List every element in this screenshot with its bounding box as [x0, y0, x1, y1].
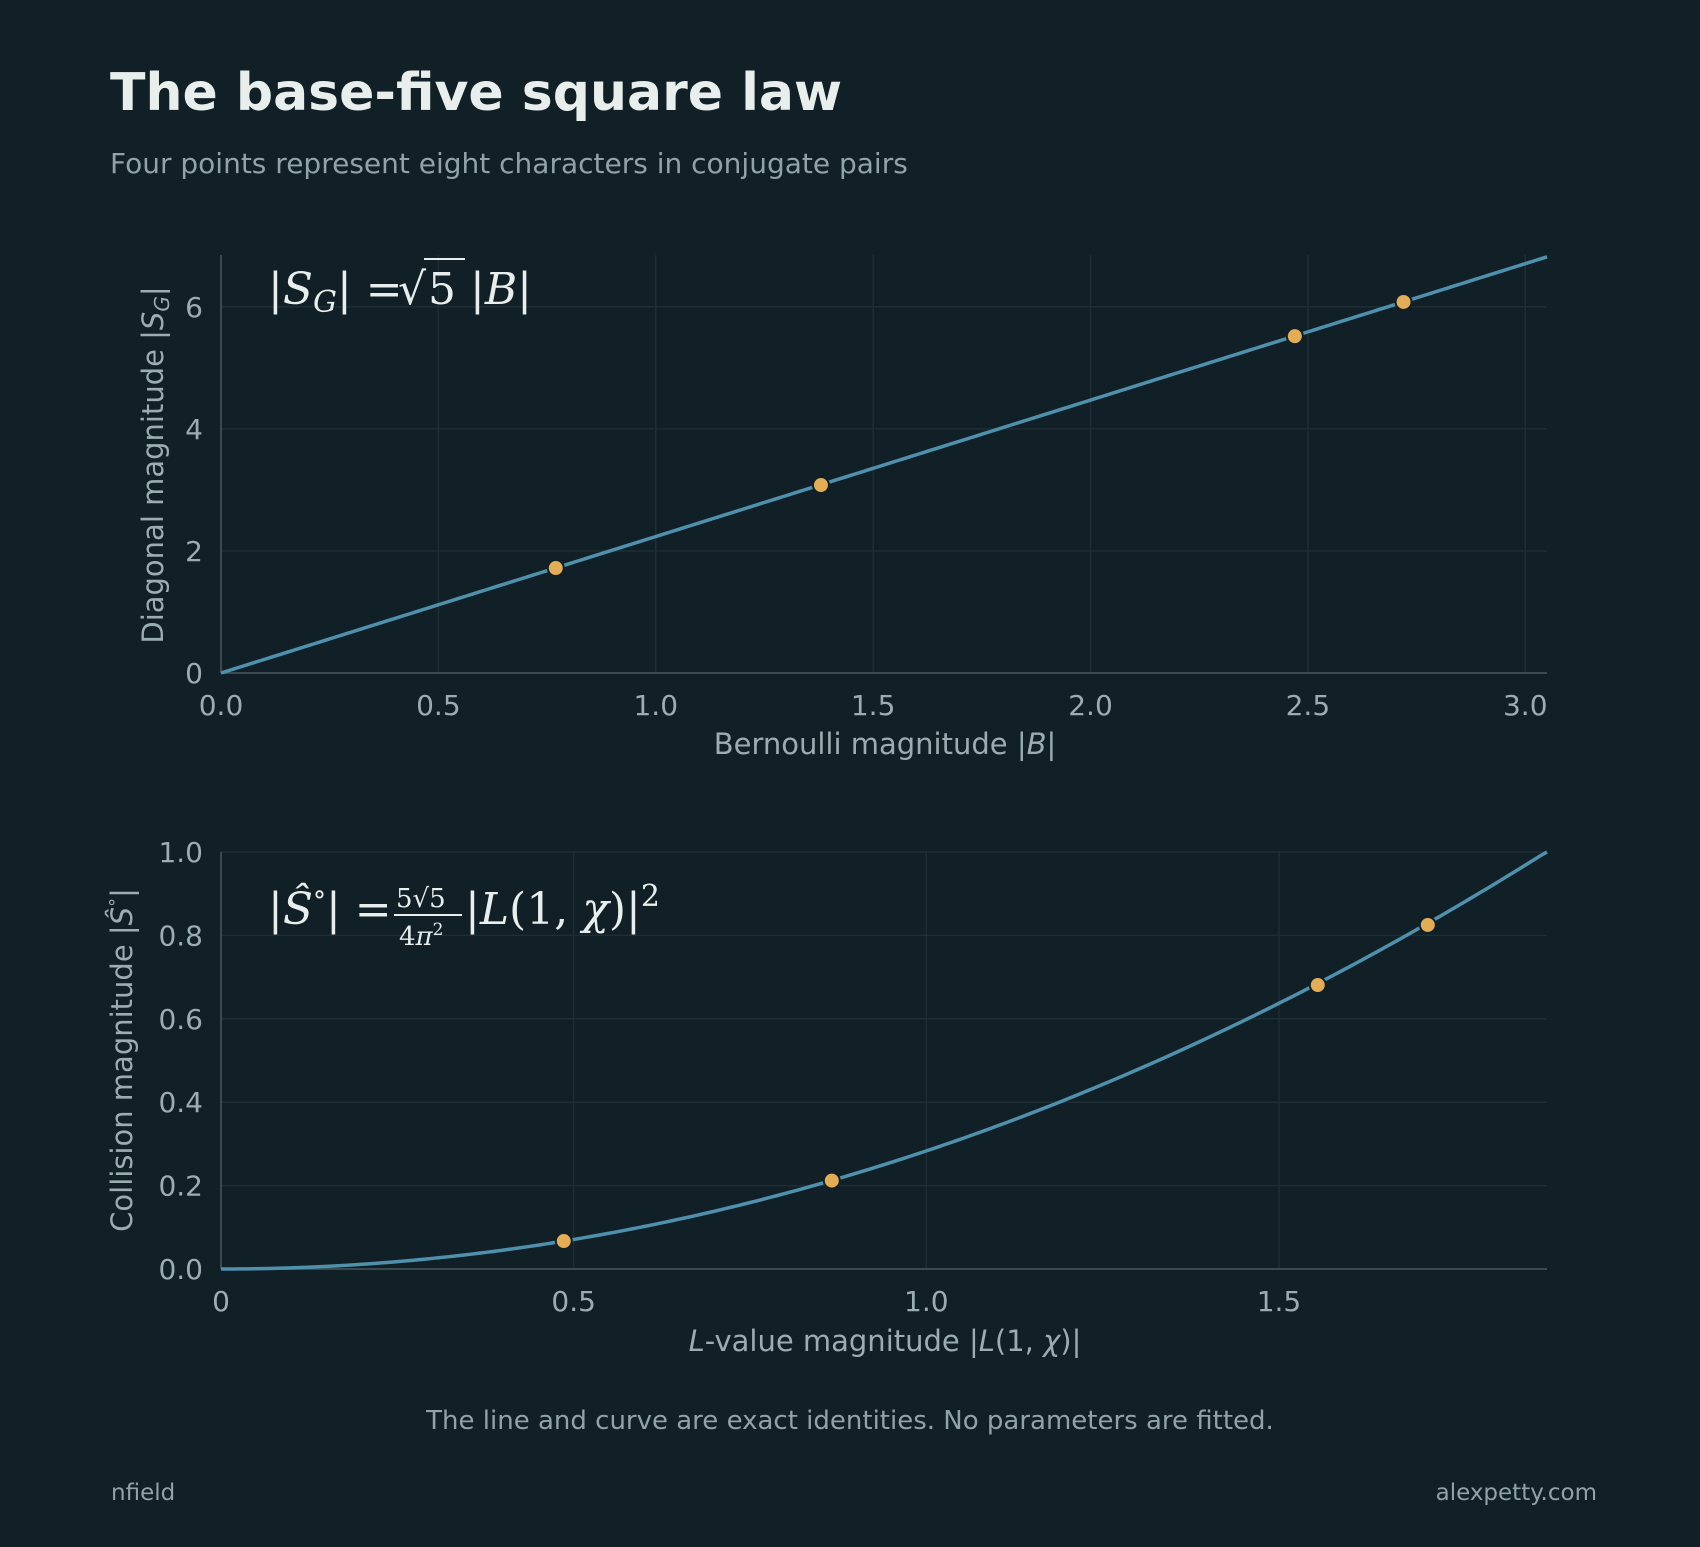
bottom-chart: 0 0.5 1.0 1.5 0.0 0.2 0.4 0.6 0.8 1.0 L-value mag…: [105, 836, 1548, 1358]
bottom-chart-y-tick-label: 0.2: [158, 1170, 203, 1203]
top-chart-series: [220, 255, 1548, 675]
top-chart-data-point: [546, 559, 565, 578]
bottom-chart-axes: [220, 852, 1547, 1270]
bottom-chart-x-axis-label: L-value magnitude |L(1, χ)|: [689, 1324, 1082, 1358]
bottom-chart-series: [220, 850, 1548, 1271]
top-chart-x-tick-label: 0.0: [199, 689, 244, 722]
chart-footnote: The line and curve are exact identities.…: [426, 1406, 1274, 1436]
bottom-chart-x-tick-label: 1.5: [1257, 1285, 1302, 1318]
bottom-chart-data-point: [1308, 976, 1327, 995]
svg-text:5: 5: [428, 264, 456, 315]
top-chart-series-line: [220, 255, 1548, 675]
bottom-chart-y-axis-label: Collision magnitude |Ŝ°|: [105, 888, 139, 1232]
top-chart-data-point: [1394, 292, 1413, 311]
top-chart-y-tick-label: 6: [185, 291, 203, 324]
chart-subtitle: Four points represent eight characters i…: [110, 147, 908, 180]
svg-text:4π2: 4π2: [399, 920, 443, 952]
chart-title: The base-five square law: [110, 63, 843, 123]
top-chart-x-axis-label: Bernoulli magnitude |B|: [714, 727, 1057, 761]
top-chart-formula: |SG| = √ 5 |B|: [268, 258, 532, 320]
svg-text:|L(1, χ)|2: |L(1, χ)|2: [465, 879, 660, 935]
top-chart: 0.0 0.5 1.0 1.5 2.0 2.5 3.0 0 2 4 6 Bernoulli magn…: [136, 255, 1548, 761]
top-chart-data-point: [1285, 327, 1304, 346]
top-chart-y-tick-label: 2: [185, 535, 203, 568]
top-chart-x-tick-label: 0.5: [416, 689, 461, 722]
bottom-chart-y-tick-label: 0.4: [158, 1086, 203, 1119]
bottom-chart-y-tick-label: 0.0: [158, 1253, 203, 1286]
bottom-chart-data-point: [822, 1171, 841, 1190]
credit-right: alexpetty.com: [1435, 1480, 1597, 1506]
svg-text:|B|: |B|: [470, 264, 532, 315]
bottom-chart-grid: [221, 851, 1547, 1269]
svg-text:5√5: 5√5: [396, 884, 446, 914]
bottom-chart-x-tick-label: 1.0: [904, 1285, 949, 1318]
bottom-chart-ticks: 0 0.5 1.0 1.5 0.0 0.2 0.4 0.6 0.8 1.0: [158, 836, 1301, 1318]
top-chart-x-tick-label: 2.5: [1286, 689, 1331, 722]
bottom-chart-data-point: [1418, 915, 1437, 934]
top-chart-y-tick-label: 0: [185, 657, 203, 690]
top-chart-ticks: 0.0 0.5 1.0 1.5 2.0 2.5 3.0 0 2 4 6: [185, 291, 1547, 722]
bottom-chart-y-tick-label: 0.6: [158, 1003, 203, 1036]
bottom-chart-x-tick-label: 0: [212, 1285, 230, 1318]
top-chart-grid: [221, 255, 1547, 673]
credit-left: nfield: [111, 1480, 176, 1506]
bottom-chart-y-tick-label: 1.0: [158, 836, 203, 869]
svg-text:√: √: [398, 264, 427, 315]
top-chart-y-axis-label: Diagonal magnitude |SG|: [136, 286, 174, 643]
top-chart-x-tick-label: 2.0: [1068, 689, 1113, 722]
top-chart-x-tick-label: 1.0: [633, 689, 678, 722]
top-chart-data-point: [811, 476, 830, 495]
bottom-chart-x-tick-label: 0.5: [551, 1285, 596, 1318]
top-chart-y-tick-label: 4: [185, 413, 203, 446]
svg-text:|SG| =: |SG| =: [268, 264, 403, 320]
top-chart-x-tick-label: 1.5: [851, 689, 896, 722]
top-chart-x-tick-label: 3.0: [1503, 689, 1548, 722]
top-chart-axes: [220, 255, 1547, 674]
bottom-chart-data-point: [554, 1232, 573, 1251]
bottom-chart-y-tick-label: 0.8: [158, 919, 203, 952]
bottom-chart-formula: |Ŝ°| = 5√5 4π2 |L(1, χ)|2: [268, 879, 660, 952]
bottom-chart-series-line: [220, 850, 1548, 1271]
svg-text:|Ŝ°| =: |Ŝ°| =: [268, 882, 392, 935]
